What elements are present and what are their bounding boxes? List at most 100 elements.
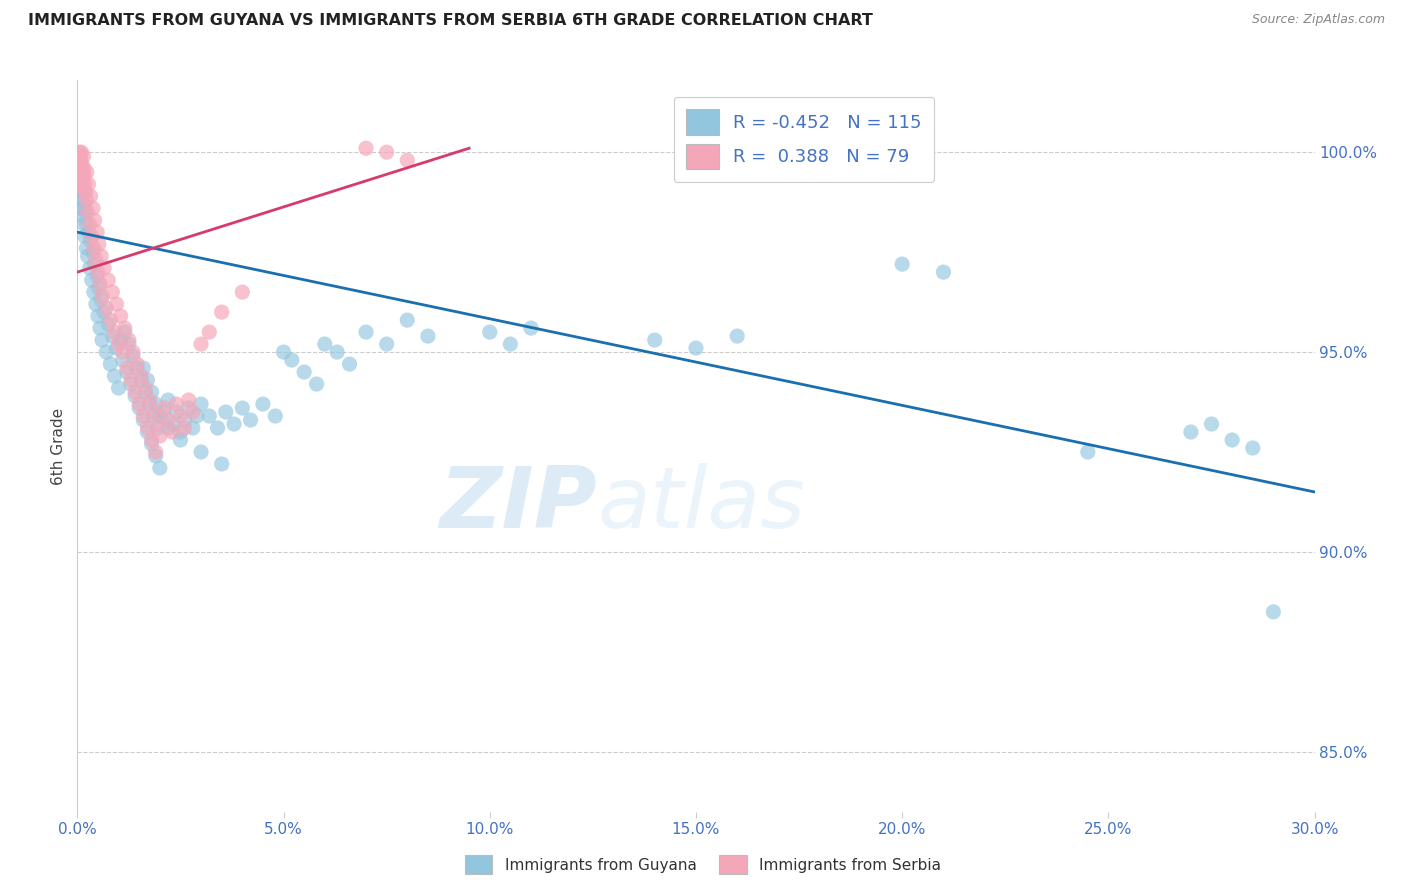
Point [101, 285, 124, 299]
Point [122, 345, 145, 359]
Point [149, 461, 172, 475]
Point [101, 329, 124, 343]
Point [70, 165, 93, 179]
Point [141, 437, 163, 451]
Point [118, 337, 141, 351]
Point [73, 178, 96, 192]
Point [129, 369, 152, 384]
Point [83, 213, 105, 227]
Point [103, 325, 125, 339]
Point [231, 285, 253, 299]
Point [314, 337, 336, 351]
Point [211, 457, 233, 471]
Point [145, 445, 167, 459]
Point [72, 201, 94, 215]
Point [72, 185, 94, 199]
Point [69, 161, 91, 176]
Point [70, 181, 93, 195]
Point [73, 197, 96, 211]
Point [120, 373, 142, 387]
Point [252, 397, 274, 411]
Point [134, 381, 156, 395]
Point [90, 293, 112, 307]
Point [114, 321, 136, 335]
Point [1220, 433, 1243, 447]
Point [128, 397, 150, 411]
Point [141, 385, 163, 400]
Point [72, 173, 94, 187]
Point [75, 185, 97, 199]
Point [70, 145, 93, 160]
Point [198, 325, 221, 339]
Point [891, 257, 914, 271]
Point [79, 217, 101, 231]
Point [90, 249, 112, 263]
Point [146, 417, 169, 431]
Point [83, 285, 105, 299]
Point [396, 313, 419, 327]
Point [129, 373, 152, 387]
Point [222, 417, 245, 431]
Point [190, 337, 212, 351]
Point [181, 421, 204, 435]
Point [354, 325, 377, 339]
Point [97, 317, 120, 331]
Point [73, 217, 96, 231]
Legend: Immigrants from Guyana, Immigrants from Serbia: Immigrants from Guyana, Immigrants from … [458, 849, 948, 880]
Point [305, 377, 328, 392]
Point [128, 401, 150, 415]
Point [72, 149, 94, 163]
Point [75, 193, 97, 207]
Point [499, 337, 522, 351]
Point [118, 333, 141, 347]
Text: ZIP: ZIP [439, 463, 598, 546]
Point [107, 337, 129, 351]
Point [142, 409, 165, 423]
Point [136, 421, 159, 435]
Point [132, 409, 155, 423]
Point [70, 169, 93, 184]
Point [82, 245, 104, 260]
Point [76, 249, 98, 263]
Point [177, 392, 200, 407]
Point [76, 217, 98, 231]
Point [725, 329, 748, 343]
Point [110, 309, 132, 323]
Point [375, 337, 398, 351]
Point [76, 205, 98, 219]
Point [87, 309, 110, 323]
Point [136, 373, 159, 387]
Point [127, 357, 149, 371]
Point [77, 225, 100, 239]
Point [70, 185, 93, 199]
Point [67, 157, 90, 171]
Point [77, 178, 100, 192]
Point [96, 301, 118, 315]
Point [149, 429, 172, 443]
Point [145, 449, 167, 463]
Point [160, 417, 183, 431]
Point [70, 178, 93, 192]
Point [153, 401, 176, 415]
Point [478, 325, 501, 339]
Point [87, 265, 110, 279]
Point [86, 225, 108, 239]
Text: IMMIGRANTS FROM GUYANA VS IMMIGRANTS FROM SERBIA 6TH GRADE CORRELATION CHART: IMMIGRANTS FROM GUYANA VS IMMIGRANTS FRO… [28, 13, 873, 29]
Point [111, 353, 134, 368]
Point [264, 409, 287, 423]
Point [87, 281, 110, 295]
Point [141, 433, 163, 447]
Point [72, 181, 94, 195]
Point [169, 409, 191, 423]
Point [231, 401, 253, 415]
Point [165, 405, 187, 419]
Point [157, 421, 180, 435]
Point [69, 165, 91, 179]
Point [87, 237, 110, 252]
Point [79, 261, 101, 276]
Point [83, 257, 105, 271]
Point [70, 193, 93, 207]
Point [105, 297, 128, 311]
Point [1263, 605, 1285, 619]
Point [79, 233, 101, 247]
